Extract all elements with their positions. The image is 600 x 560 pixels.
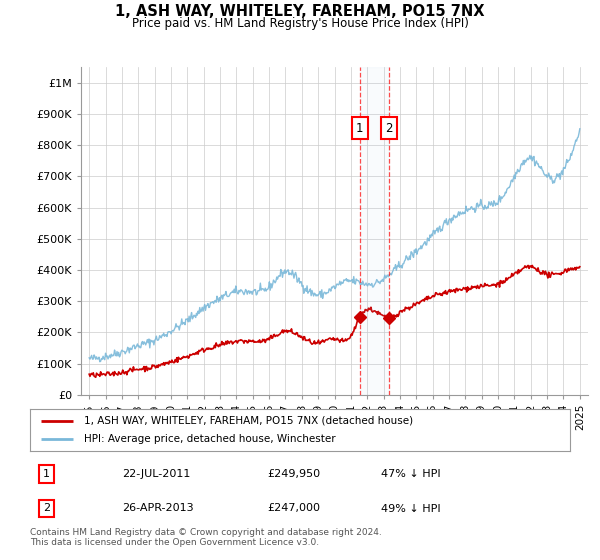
Text: 47% ↓ HPI: 47% ↓ HPI: [381, 469, 440, 479]
Text: 2: 2: [43, 503, 50, 514]
Text: 1, ASH WAY, WHITELEY, FAREHAM, PO15 7NX (detached house): 1, ASH WAY, WHITELEY, FAREHAM, PO15 7NX …: [84, 416, 413, 426]
Text: 1: 1: [356, 122, 364, 134]
Text: 1, ASH WAY, WHITELEY, FAREHAM, PO15 7NX: 1, ASH WAY, WHITELEY, FAREHAM, PO15 7NX: [115, 4, 485, 19]
Text: 22-JUL-2011: 22-JUL-2011: [122, 469, 190, 479]
Text: 26-APR-2013: 26-APR-2013: [122, 503, 193, 514]
Text: 2: 2: [385, 122, 392, 134]
Text: £247,000: £247,000: [268, 503, 320, 514]
Bar: [360, 67, 389, 395]
Text: £249,950: £249,950: [268, 469, 321, 479]
Text: HPI: Average price, detached house, Winchester: HPI: Average price, detached house, Winc…: [84, 434, 335, 444]
Text: Price paid vs. HM Land Registry's House Price Index (HPI): Price paid vs. HM Land Registry's House …: [131, 17, 469, 30]
Text: 1: 1: [43, 469, 50, 479]
Text: Contains HM Land Registry data © Crown copyright and database right 2024.
This d: Contains HM Land Registry data © Crown c…: [30, 528, 382, 547]
Text: 49% ↓ HPI: 49% ↓ HPI: [381, 503, 440, 514]
